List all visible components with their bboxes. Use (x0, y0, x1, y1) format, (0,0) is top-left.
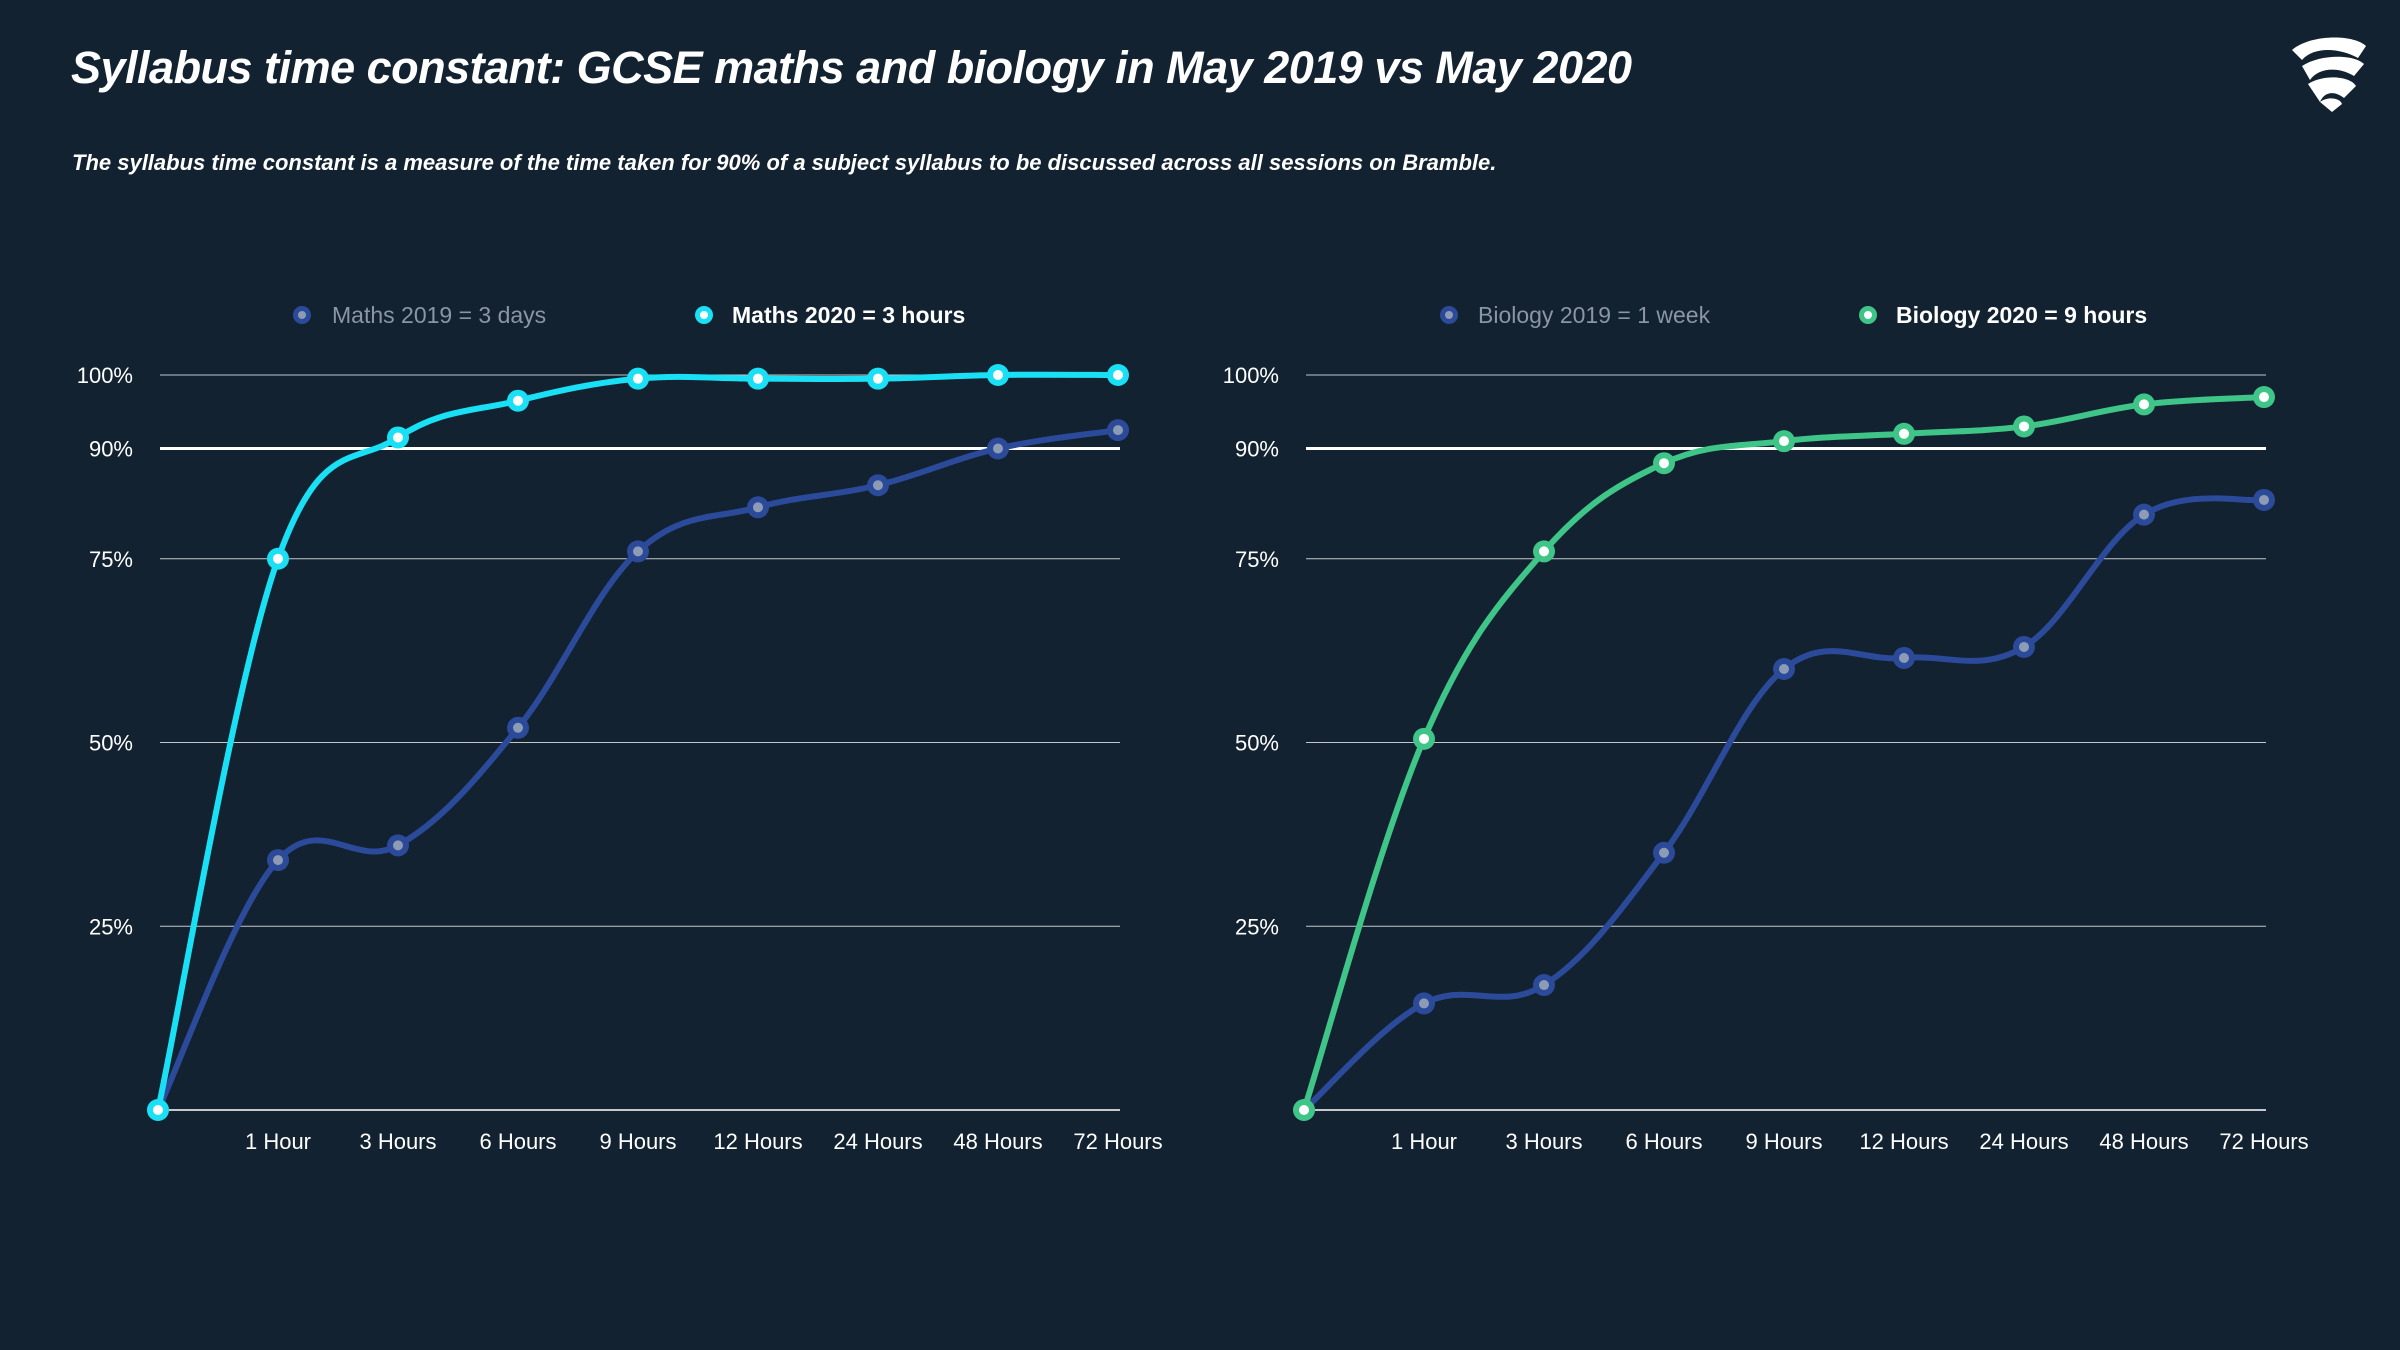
x-tick-label: 9 Hours (1745, 1129, 1822, 1154)
x-tick-label: 12 Hours (1859, 1129, 1948, 1154)
legend-label: Biology 2019 = 1 week (1478, 302, 1711, 328)
y-tick-label: 100% (77, 363, 133, 388)
data-point-center (273, 855, 283, 866)
series-line-1 (1301, 495, 2267, 1113)
y-tick-label: 75% (1235, 547, 1279, 572)
data-point-center (513, 722, 523, 733)
data-point-center (393, 840, 403, 851)
data-point-center (2019, 641, 2029, 652)
x-tick-label: 72 Hours (1073, 1129, 1162, 1154)
y-tick-label: 90% (89, 437, 133, 462)
data-point-center (1659, 458, 1669, 469)
legend-marker-center (1864, 311, 1872, 319)
data-point-center (1539, 546, 1549, 557)
legend-marker-center (1445, 311, 1453, 319)
bramble-logo-icon (2292, 37, 2366, 112)
x-tick-label: 6 Hours (479, 1129, 556, 1154)
x-tick-label: 72 Hours (2219, 1129, 2308, 1154)
x-tick-label: 48 Hours (953, 1129, 1042, 1154)
data-point-center (1899, 428, 1909, 439)
data-point-center (993, 443, 1003, 454)
y-tick-label: 100% (1223, 363, 1279, 388)
x-tick-label: 1 Hour (245, 1129, 311, 1154)
chart-panel-1: 25% 50% 75% 90% 100% 1 Hour 3 Hours 6 Hours 9 Ho… (77, 302, 1163, 1154)
series-line-2 (1301, 394, 2267, 1113)
data-point-center (633, 373, 643, 384)
legend-label: Maths 2020 = 3 hours (732, 302, 965, 328)
data-point-center (1419, 998, 1429, 1009)
data-point-center (873, 373, 883, 384)
series-line-1 (155, 427, 1121, 1113)
data-point-center (1779, 436, 1789, 447)
chart-panel-2: 25% 50% 75% 90% 100% 1 Hour 3 Hours 6 Hours 9 Ho… (1223, 302, 2309, 1154)
data-point-center (1659, 847, 1669, 858)
data-point-center (2259, 392, 2269, 403)
page-title: Syllabus time constant: GCSE maths and b… (71, 42, 1632, 93)
data-point-center (1113, 425, 1123, 436)
data-point-center (153, 1105, 163, 1115)
x-tick-label: 1 Hour (1391, 1129, 1457, 1154)
legend-label: Maths 2019 = 3 days (332, 302, 546, 328)
legend-label: Biology 2020 = 9 hours (1896, 302, 2147, 328)
y-tick-label: 25% (89, 914, 133, 939)
data-point-center (2259, 494, 2269, 505)
y-tick-label: 50% (1235, 731, 1279, 756)
x-tick-label: 24 Hours (1979, 1129, 2068, 1154)
data-point-center (1899, 652, 1909, 663)
series-line-2 (155, 371, 1121, 1113)
data-point-center (1539, 980, 1549, 991)
data-point-center (1419, 733, 1429, 744)
data-point-center (393, 432, 403, 443)
legend-marker-center (298, 311, 306, 319)
data-point-center (2139, 509, 2149, 520)
data-point-center (273, 553, 283, 564)
y-tick-label: 75% (89, 547, 133, 572)
x-tick-label: 3 Hours (1505, 1129, 1582, 1154)
data-point-center (753, 373, 763, 384)
data-point-center (753, 502, 763, 513)
data-point-center (1113, 370, 1123, 380)
data-point-center (1779, 664, 1789, 674)
data-point-center (2139, 399, 2149, 410)
legend-marker-center (700, 311, 708, 319)
x-tick-label: 6 Hours (1625, 1129, 1702, 1154)
x-tick-label: 3 Hours (359, 1129, 436, 1154)
data-point-center (873, 480, 883, 491)
page-subtitle: The syllabus time constant is a measure … (72, 150, 1497, 175)
x-tick-label: 48 Hours (2099, 1129, 2188, 1154)
y-tick-label: 90% (1235, 437, 1279, 462)
data-point-center (633, 546, 643, 557)
y-tick-label: 25% (1235, 914, 1279, 939)
data-point-center (2019, 421, 2029, 432)
data-point-center (513, 395, 523, 406)
x-tick-label: 9 Hours (599, 1129, 676, 1154)
x-tick-label: 24 Hours (833, 1129, 922, 1154)
y-tick-label: 50% (89, 731, 133, 756)
data-point-center (1299, 1105, 1309, 1115)
x-tick-label: 12 Hours (713, 1129, 802, 1154)
data-point-center (993, 370, 1003, 380)
